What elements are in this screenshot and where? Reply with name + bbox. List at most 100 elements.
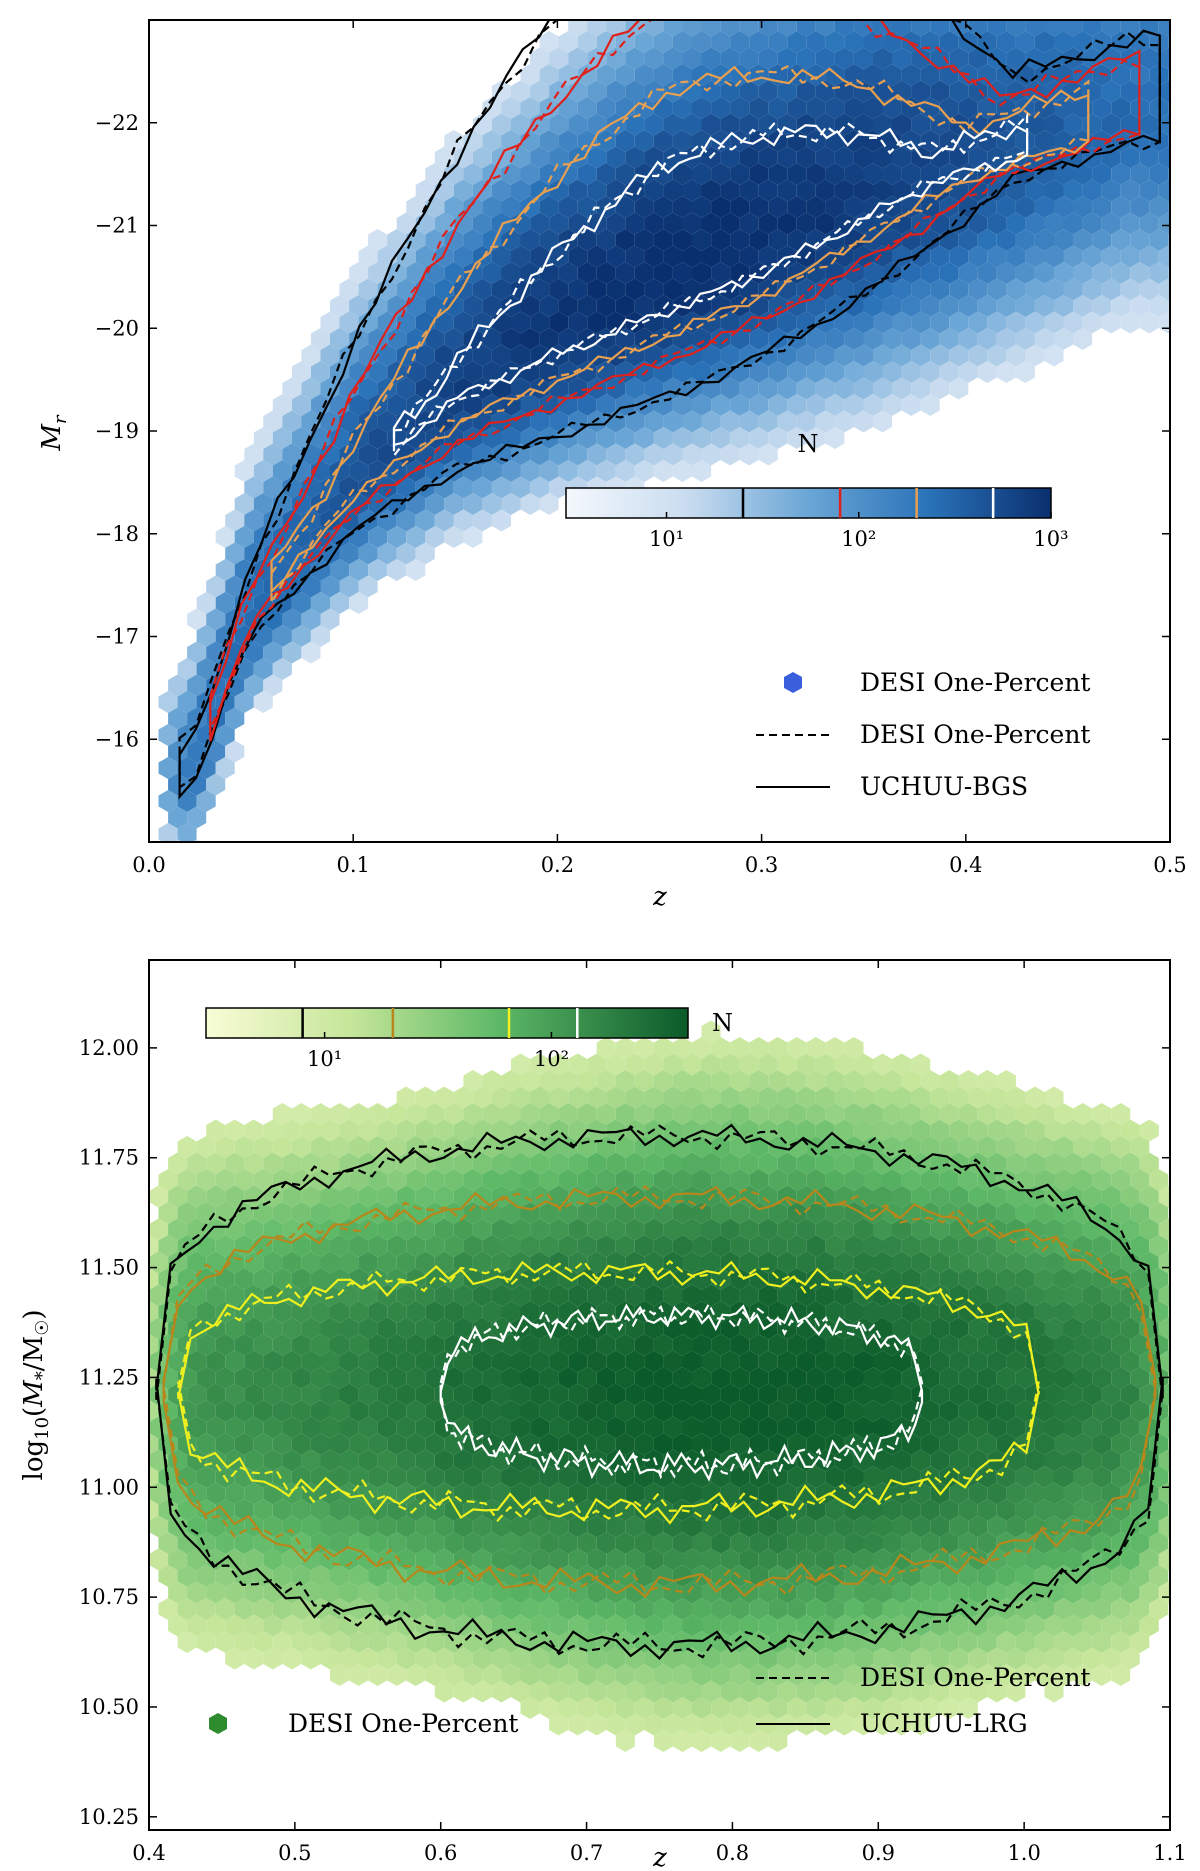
hex-bin: [663, 1416, 683, 1439]
hex-bin: [215, 1598, 235, 1620]
hex-bin: [758, 1350, 778, 1373]
hex-bin: [444, 1301, 464, 1323]
hex-bin: [396, 476, 416, 499]
hex-bin: [958, 1697, 978, 1719]
hex-bin: [511, 443, 531, 466]
hex-bin: [1111, 1103, 1131, 1125]
hex-bin: [663, 20, 683, 37]
hex-bin: [520, 1334, 540, 1356]
hex-bin: [1158, 245, 1170, 268]
hex-bin: [1168, 233, 1170, 247]
hex-bin: [1073, 262, 1093, 284]
hex-bin: [206, 1251, 226, 1274]
hex-bin: [396, 1548, 416, 1571]
hex-bin: [1082, 1284, 1102, 1307]
hex-bin: [892, 1713, 912, 1736]
hex-bin: [177, 823, 197, 842]
hex-bin: [920, 1697, 940, 1719]
hex-bin: [425, 1334, 445, 1356]
hex-bin: [682, 1317, 702, 1340]
hex-bin: [453, 443, 473, 466]
hex-bin: [206, 1383, 226, 1406]
hex-bin: [1120, 1350, 1140, 1373]
hex-bin: [892, 1515, 912, 1538]
hex-bin: [1149, 1268, 1169, 1290]
hex-bin: [739, 179, 759, 202]
hex-bin: [587, 1284, 607, 1307]
hex-bin: [1035, 0, 1054, 20]
hex-bin: [1063, 1284, 1083, 1307]
hex-bin: [1006, 1284, 1026, 1307]
hex-bin: [549, 212, 569, 235]
y-tick-label: 11.50: [79, 1256, 139, 1280]
hex-bin: [634, 262, 654, 284]
hex-bin: [625, 1614, 645, 1637]
hex-bin: [825, 1103, 845, 1125]
hex-bin: [834, 179, 854, 202]
hex-bin: [1120, 146, 1140, 169]
hex-bin: [244, 1482, 264, 1505]
hex-bin: [434, 1548, 454, 1571]
hex-bin: [977, 1400, 997, 1422]
hex-bin: [1073, 1334, 1093, 1356]
hex-bin: [634, 1301, 654, 1323]
hex-bin: [930, 245, 950, 268]
hex-bin: [920, 1466, 940, 1488]
hex-bin: [1025, 1581, 1045, 1604]
hex-bin: [339, 1647, 359, 1670]
hex-bin: [1168, 266, 1170, 280]
hex-bin: [149, 1433, 159, 1455]
hex-bin: [444, 1433, 464, 1455]
hex-bin: [834, 1350, 854, 1373]
hex-bin: [491, 1086, 511, 1109]
hex-bin: [1130, 1235, 1150, 1257]
hex-bin: [615, 1664, 635, 1686]
hex-bin: [1178, 81, 1197, 103]
hex-bin: [1034, 1202, 1054, 1224]
hex-bin: [520, 262, 540, 284]
hex-bin: [558, 1532, 578, 1554]
hex-bin: [253, 1301, 273, 1323]
hex-bin: [863, 262, 883, 284]
hex-bin: [806, 1202, 826, 1224]
hex-bin: [996, 1433, 1016, 1455]
y-tick-label: −19: [95, 419, 139, 443]
hex-bin: [244, 1614, 264, 1637]
y-tick-label: 11.75: [79, 1146, 139, 1170]
hex-bin: [291, 1202, 311, 1224]
hex-bin: [911, 1581, 931, 1604]
hex-bin: [644, 311, 664, 334]
hex-bin: [549, 1680, 569, 1703]
hex-bin: [1025, 311, 1045, 334]
hex-bin: [149, 1334, 159, 1356]
hex-bin: [263, 674, 283, 697]
hex-bin: [1130, 1631, 1150, 1653]
hex-bin: [834, 1449, 854, 1472]
hex-bin: [711, 97, 731, 119]
hex-bin: [749, 1400, 769, 1422]
hex-bin: [1025, 344, 1045, 367]
hex-bin: [949, 1086, 969, 1109]
hex-bin: [739, 146, 759, 169]
hex-bin: [825, 1070, 845, 1092]
hex-bin: [320, 1647, 340, 1670]
hex-bin: [368, 427, 388, 449]
hex-bin: [330, 1499, 350, 1521]
hex-bin: [1178, 114, 1197, 136]
hex-bin: [196, 1169, 216, 1191]
hex-bin: [368, 559, 388, 581]
hex-bin: [596, 31, 616, 53]
hex-bin: [768, 1103, 788, 1125]
hex-bin: [853, 377, 873, 400]
hex-bin: [977, 1235, 997, 1257]
hex-bin: [196, 592, 216, 614]
hex-bin: [558, 163, 578, 185]
hex-bin: [987, 1152, 1007, 1175]
hex-bin: [968, 245, 988, 268]
hex-bin: [1082, 1416, 1102, 1439]
hex-bin: [549, 311, 569, 334]
hex-bin: [472, 1548, 492, 1571]
hex-bin: [310, 1565, 330, 1587]
hex-bin: [1149, 0, 1168, 20]
hex-bin: [892, 1152, 912, 1175]
